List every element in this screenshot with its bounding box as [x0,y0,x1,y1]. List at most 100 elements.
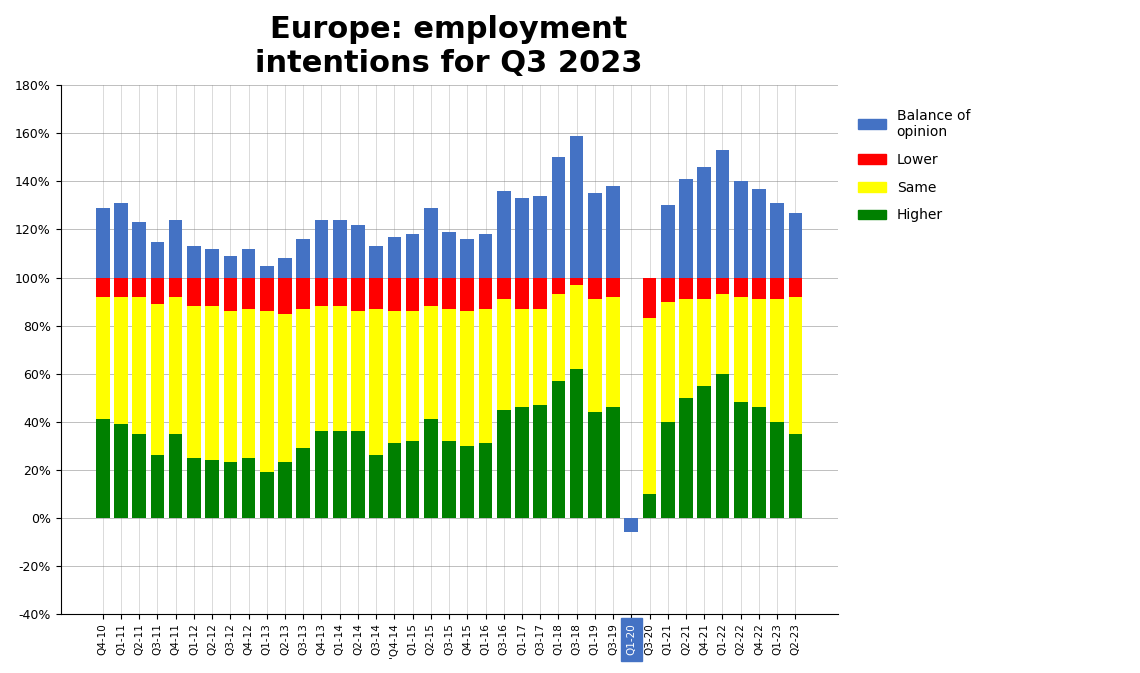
Bar [388,311,401,443]
Bar [497,277,511,299]
Bar [315,277,328,306]
Bar [278,462,292,518]
Bar [388,237,401,277]
Bar [752,407,766,518]
Bar [497,191,511,277]
Bar [169,297,182,433]
Bar [424,277,438,306]
Bar [406,234,420,277]
Bar [734,182,748,277]
Bar [461,311,474,446]
Bar [132,277,146,297]
Bar [260,266,274,277]
Bar [278,277,292,314]
Bar [278,314,292,462]
Bar [187,246,201,277]
Bar [114,424,128,518]
Legend: Balance of
opinion, Lower, Same, Higher: Balance of opinion, Lower, Same, Higher [853,103,976,228]
Bar [96,419,109,518]
Bar [187,306,201,458]
Bar [679,179,693,277]
Bar [150,304,164,455]
Bar [661,277,675,302]
Bar [534,277,547,309]
Bar [242,309,255,458]
Bar [789,277,803,297]
Bar [479,443,492,518]
Bar [351,311,365,431]
Bar [187,458,201,518]
Bar [570,285,584,369]
Bar [442,441,456,518]
Bar [661,302,675,421]
Bar [424,306,438,419]
Bar [716,294,730,374]
Bar [442,232,456,277]
Bar [698,167,711,277]
Bar [223,256,237,277]
Bar [643,318,657,493]
Bar [96,297,109,419]
Bar [260,472,274,518]
Bar [497,299,511,409]
Bar [114,203,128,277]
Bar [150,277,164,304]
Bar [734,402,748,518]
Bar [534,196,547,277]
Bar [789,297,803,433]
Bar [242,249,255,277]
Bar [716,374,730,518]
Bar [169,220,182,277]
Bar [643,277,657,318]
Bar [205,277,219,306]
Bar [187,277,201,306]
Bar [369,246,383,277]
Bar [169,433,182,518]
Bar [150,455,164,518]
Bar [552,294,565,381]
Bar [333,431,347,518]
Bar [114,297,128,424]
Bar [351,225,365,277]
Bar [205,460,219,518]
Bar [315,220,328,277]
Bar [588,412,602,518]
Bar [132,297,146,433]
Bar [661,421,675,518]
Bar [515,309,529,407]
Bar [552,277,565,294]
Bar [570,277,584,285]
Bar [588,277,602,299]
Bar [515,199,529,277]
Bar [96,277,109,297]
Bar [771,277,784,299]
Bar [789,213,803,277]
Bar [388,443,401,518]
Bar [114,277,128,297]
Bar [515,277,529,309]
Bar [552,381,565,518]
Bar [242,277,255,309]
Bar [679,299,693,398]
Bar [752,299,766,407]
Bar [679,398,693,518]
Bar [534,309,547,404]
Bar [606,407,620,518]
Bar [242,458,255,518]
Bar [223,462,237,518]
Bar [150,242,164,277]
Bar [461,277,474,311]
Bar [169,277,182,297]
Bar [479,309,492,443]
Bar [515,407,529,518]
Bar [606,277,620,297]
Bar [789,433,803,518]
Bar [643,493,657,518]
Bar [461,239,474,277]
Bar [771,421,784,518]
Bar [351,277,365,311]
Bar [278,258,292,277]
Bar [661,205,675,277]
Bar [625,518,638,532]
Bar [479,234,492,277]
